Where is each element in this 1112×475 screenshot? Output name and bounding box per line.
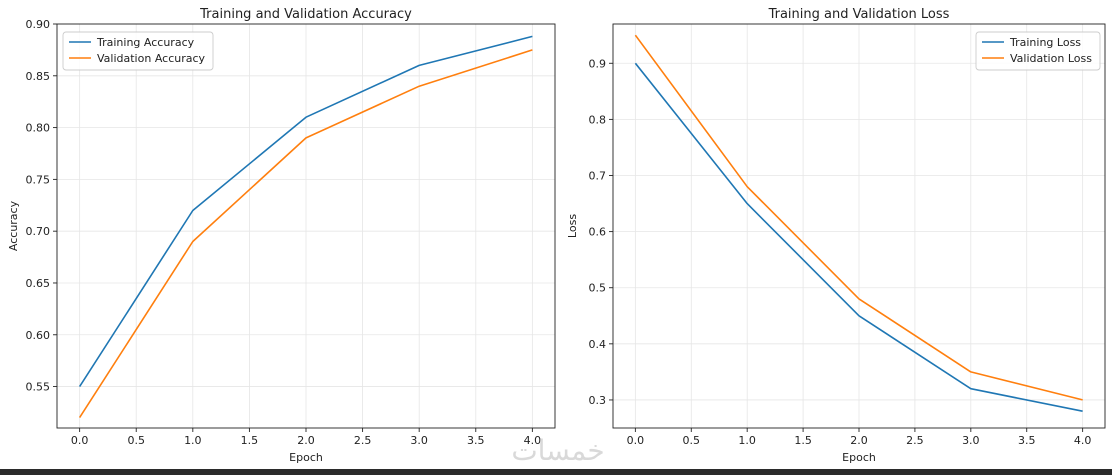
- bottom-bar: [0, 469, 1112, 475]
- watermark-logo: خمسات: [488, 432, 628, 468]
- x-axis-label: Epoch: [842, 451, 876, 464]
- loss-chart: 0.0 0.5 1.0 1.5 2.0 2.5 3.0 3.5 4.0 0.3 0.4 0.5 0.6 0…: [566, 7, 1106, 464]
- x-tick-label: 2.0: [850, 434, 868, 447]
- x-tick-label: 0.0: [627, 434, 645, 447]
- legend-label: Training Accuracy: [96, 36, 195, 49]
- chart-title: Training and Validation Accuracy: [199, 7, 412, 22]
- x-tick-label: 0.5: [683, 434, 701, 447]
- y-tick-label: 0.90: [26, 18, 51, 31]
- x-tick-label: 1.5: [241, 434, 259, 447]
- x-tick-label: 4.0: [524, 434, 542, 447]
- y-tick-label: 0.80: [26, 122, 51, 135]
- x-tick-label: 4.0: [1074, 434, 1092, 447]
- y-tick-label: 0.4: [589, 338, 607, 351]
- series-line-validation: [634, 34, 1083, 401]
- legend-box: [975, 31, 1101, 71]
- x-tick-label: 3.5: [1018, 434, 1036, 447]
- x-tick-label: 0.0: [71, 434, 89, 447]
- watermark-logo-text: خمسات: [511, 434, 604, 467]
- y-tick-label: 0.60: [26, 329, 51, 342]
- series-line-training: [78, 35, 533, 388]
- x-tick-label: 1.0: [738, 434, 756, 447]
- y-axis-label: Accuracy: [7, 200, 20, 251]
- legend-label: Validation Accuracy: [97, 52, 206, 65]
- y-tick-label: 0.65: [26, 277, 51, 290]
- x-tick-label: 1.5: [794, 434, 812, 447]
- y-tick-label: 0.70: [26, 225, 51, 238]
- x-tick-label: 3.5: [467, 434, 485, 447]
- x-tick-label: 3.0: [962, 434, 980, 447]
- x-tick-label: 0.5: [127, 434, 145, 447]
- y-tick-label: 0.9: [589, 57, 607, 70]
- x-axis-label: Epoch: [289, 451, 323, 464]
- x-tick-label: 2.5: [354, 434, 372, 447]
- legend-label: Training Loss: [1009, 36, 1081, 49]
- chart-title: Training and Validation Loss: [768, 7, 950, 22]
- x-tick-label: 1.0: [184, 434, 202, 447]
- series-line-training: [634, 62, 1083, 412]
- y-tick-label: 0.3: [589, 394, 607, 407]
- y-tick-label: 0.8: [589, 113, 607, 126]
- legend-label: Validation Loss: [1010, 52, 1092, 65]
- series-line-validation: [78, 49, 533, 419]
- accuracy-chart: 0.0 0.5 1.0 1.5 2.0 2.5 3.0 3.5 4.0 0.55 0.60 0.65 0…: [7, 7, 556, 464]
- y-tick-label: 0.55: [26, 381, 51, 394]
- y-axis-label: Loss: [566, 214, 579, 238]
- x-tick-label: 2.0: [297, 434, 315, 447]
- y-tick-label: 0.85: [26, 70, 51, 83]
- legend-box: [62, 31, 214, 71]
- x-tick-label: 2.5: [906, 434, 924, 447]
- x-tick-label: 3.0: [410, 434, 428, 447]
- y-tick-label: 0.7: [589, 170, 607, 183]
- y-tick-label: 0.6: [589, 226, 607, 239]
- y-tick-label: 0.5: [589, 282, 607, 295]
- y-tick-label: 0.75: [26, 173, 51, 186]
